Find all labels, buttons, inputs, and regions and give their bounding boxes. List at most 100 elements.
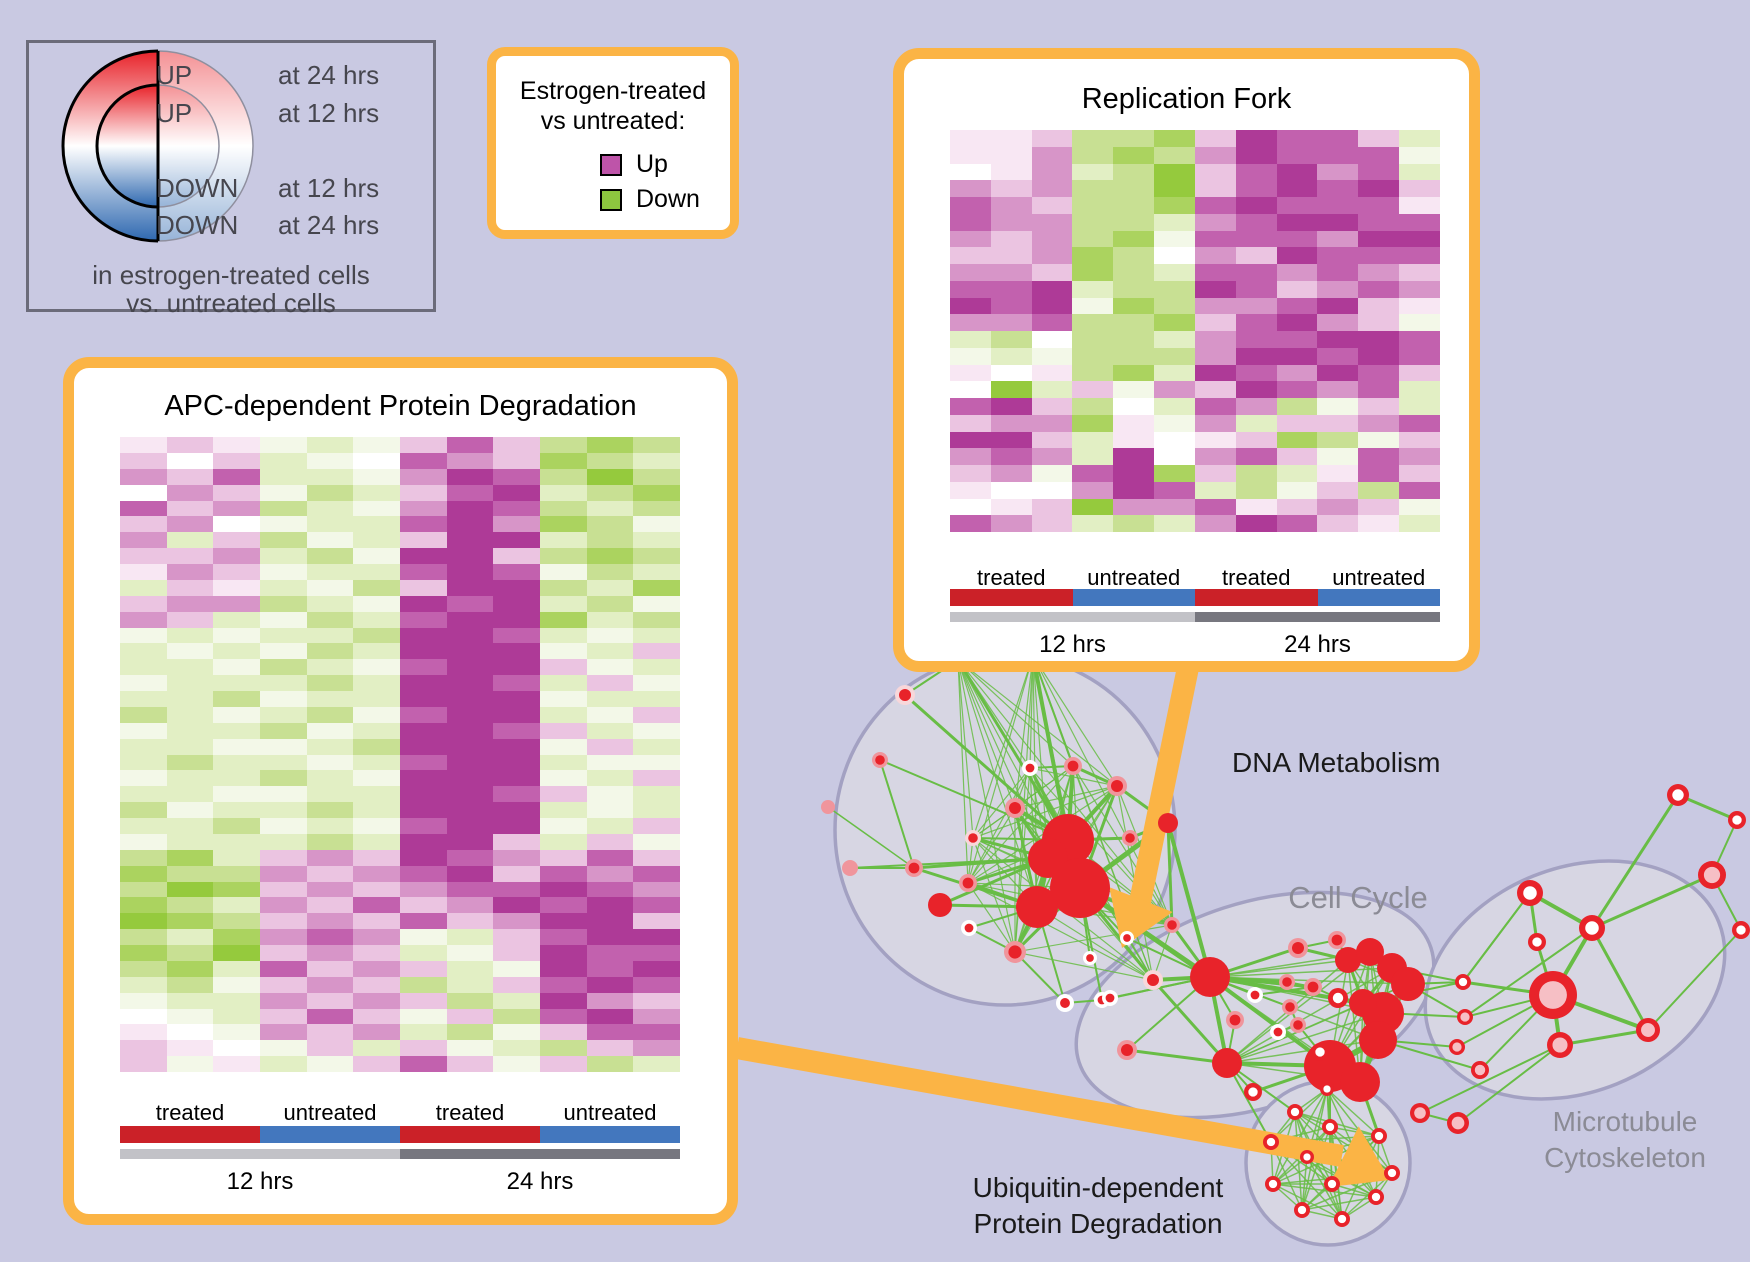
network-edge: [1591, 873, 1713, 930]
heatmap-cell: [1113, 230, 1155, 248]
heatmap-cell: [353, 802, 400, 818]
heatmap-cell: [1276, 197, 1318, 214]
heatmap-cell: [586, 849, 634, 866]
network-edge: [972, 767, 1031, 839]
heatmap-cell: [353, 960, 400, 977]
network-edge: [1226, 1062, 1272, 1143]
heatmap-cell: [400, 516, 447, 533]
network-node-core: [1086, 954, 1094, 962]
heatmap-cell: [1235, 163, 1277, 181]
heatmap-cell: [950, 465, 991, 482]
network-label-2: Microtubule: [1553, 1106, 1698, 1137]
heatmap-cell: [1072, 280, 1114, 298]
heatmap-cell: [633, 945, 680, 961]
group-label-untreated: untreated: [1087, 565, 1181, 590]
heatmap-cell: [400, 945, 447, 961]
heatmap-cell: [1031, 230, 1073, 248]
heatmap-cell: [120, 1024, 167, 1041]
heatmap-cell: [633, 627, 680, 644]
network-edge: [1014, 951, 1154, 981]
heatmap-cell: [990, 448, 1032, 465]
heatmap-cell: [990, 264, 1032, 281]
heatmap-cell: [446, 595, 494, 612]
heatmap-cell: [990, 247, 1032, 264]
heatmap-cell: [213, 516, 260, 533]
heatmap-cell: [586, 564, 634, 580]
heatmap-cell: [1194, 197, 1236, 214]
heatmap-cell: [213, 976, 260, 993]
heatmap-cell: [1113, 481, 1155, 499]
heatmap-cell: [306, 960, 354, 977]
heatmap-cell: [353, 643, 400, 660]
heatmap-cell: [1399, 431, 1440, 449]
heatmap-cell: [1235, 297, 1277, 315]
heatmap-cell: [1317, 230, 1359, 248]
network-edge: [879, 759, 915, 869]
heatmap-cell: [400, 833, 447, 850]
heatmap-cell: [306, 532, 354, 549]
heatmap-cell: [1072, 213, 1114, 231]
heatmap-cell: [306, 659, 354, 676]
heatmap-cell: [400, 976, 447, 993]
heatmap-cell: [260, 579, 307, 596]
heatmap-cell: [446, 960, 494, 977]
heatmap-cell: [1113, 448, 1155, 465]
heatmap-cell: [1399, 247, 1440, 264]
heatmap-cell: [306, 929, 354, 945]
heatmap-cell: [1072, 247, 1114, 264]
heatmap-cell: [213, 643, 260, 660]
network-node-core: [1293, 1020, 1303, 1030]
network-node-core: [1292, 942, 1304, 954]
heatmap-cell: [353, 929, 400, 945]
heatmap-cell: [586, 818, 634, 834]
heatmap-cell: [353, 945, 400, 961]
heatmap-cell: [260, 722, 307, 739]
heatmap-cell: [586, 945, 634, 961]
heatmap-cell: [213, 945, 260, 961]
heatmap-cell: [306, 1024, 354, 1041]
heatmap-cell: [400, 786, 447, 803]
network-node-pink: [821, 800, 835, 814]
heatmap-cell: [400, 595, 447, 612]
network-edge: [967, 785, 1118, 884]
network-node-solid: [1158, 813, 1178, 833]
heatmap-cell: [1194, 448, 1236, 465]
heatmap-cell: [586, 881, 634, 898]
network-node-core: [1290, 1107, 1300, 1117]
group-label-untreated: untreated: [563, 1100, 657, 1125]
heatmap-cell: [166, 960, 214, 977]
heatmap-cell: [540, 913, 587, 930]
heatmap-cell: [306, 1040, 354, 1057]
heatmap-cell: [493, 611, 540, 628]
updown-legend-title-1: Estrogen-treated: [519, 77, 707, 105]
heatmap-cell: [260, 802, 307, 818]
heatmap-cell: [540, 754, 587, 771]
heatmap-cell: [1194, 381, 1236, 398]
heatmap-cell: [353, 770, 400, 787]
heatmap-cell: [1154, 197, 1195, 214]
heatmap-cell: [120, 1008, 167, 1025]
heatmap-cell: [166, 865, 214, 882]
heatmap-cell: [1235, 280, 1277, 298]
updown-legend-title-2: vs untreated:: [540, 107, 686, 135]
heatmap-cell: [1031, 381, 1073, 398]
bottom-margin: [0, 1262, 1750, 1279]
heatmap-cell: [493, 960, 540, 977]
heatmap-cell: [1031, 398, 1073, 415]
heatmap-cell: [1031, 213, 1073, 231]
heatmap-cell: [260, 738, 307, 755]
heatmap-cell: [400, 611, 447, 628]
heatmap-cell: [353, 548, 400, 564]
heatmap-cell: [586, 706, 634, 723]
heatmap-cell: [1235, 381, 1277, 398]
heatmap-cell: [1154, 498, 1195, 516]
treatment-color-bar: [120, 1126, 260, 1143]
heatmap-cell: [586, 532, 634, 549]
network-node-core: [1105, 993, 1115, 1003]
network-edge: [1226, 1039, 1379, 1064]
time-label-24-hrs: 24 hrs: [1284, 631, 1351, 658]
heatmap-cell: [1072, 130, 1114, 147]
treatment-color-bar: [1195, 589, 1318, 606]
heatmap-cell: [260, 659, 307, 676]
heatmap-cell: [1358, 414, 1400, 432]
